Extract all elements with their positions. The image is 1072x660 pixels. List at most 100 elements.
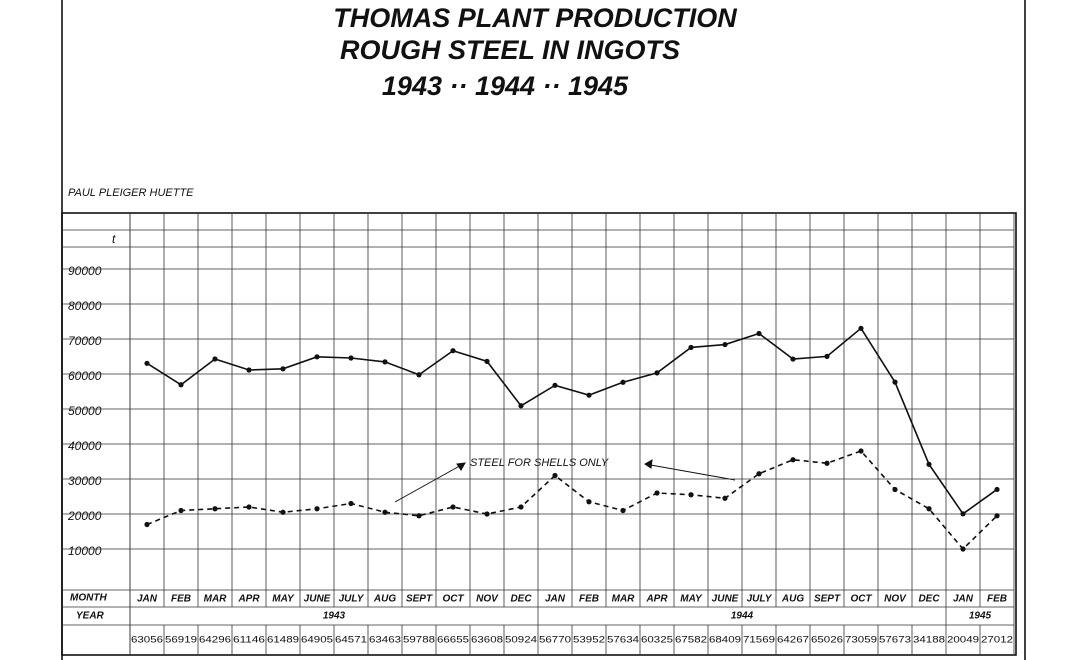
y-tick-label: 80000 <box>68 299 102 313</box>
x-tick-label: JULY <box>339 594 365 605</box>
y-tick-label: 20000 <box>67 509 102 523</box>
value-label: 65026 <box>811 634 843 644</box>
y-tick-label: 90000 <box>68 264 102 278</box>
value-label: 71569 <box>743 634 775 644</box>
point <box>348 500 354 507</box>
value-label: 50924 <box>505 634 537 644</box>
point <box>450 504 456 510</box>
x-tick-label: SEPT <box>814 594 841 605</box>
point <box>892 379 898 385</box>
y-tick-label: 10000 <box>68 544 102 558</box>
chart-title: THOMAS PLANT PRODUCTION <box>333 3 737 33</box>
point <box>178 507 184 514</box>
x-tick-label: MAR <box>204 594 228 605</box>
x-tick-label: NOV <box>884 594 907 605</box>
point <box>212 356 218 362</box>
point <box>484 511 490 517</box>
point <box>416 513 422 519</box>
x-tick-label: APR <box>645 594 668 605</box>
value-label: 64296 <box>199 634 231 644</box>
x-tick-label: JUNE <box>712 594 739 605</box>
point <box>824 460 830 466</box>
annotation: STEEL FOR SHELLS ONLY <box>470 457 609 469</box>
point <box>382 509 388 515</box>
y-tick-label: 40000 <box>68 439 102 453</box>
point <box>994 486 1000 493</box>
x-tick-label: NOV <box>476 594 499 605</box>
point <box>382 359 388 365</box>
point <box>314 354 320 360</box>
point <box>892 486 898 493</box>
x-tick-label: AUG <box>781 594 804 605</box>
value-label: 56919 <box>165 634 197 644</box>
point <box>960 511 966 517</box>
x-tick-label: JAN <box>137 594 158 605</box>
point <box>416 372 422 378</box>
x-tick-label: JULY <box>747 594 773 605</box>
x-tick-label: MAY <box>680 594 703 605</box>
plot-frame <box>61 212 1017 656</box>
x-tick-label: FEB <box>171 594 191 605</box>
point <box>280 509 286 515</box>
value-label: 61489 <box>267 634 299 644</box>
year-label: 1944 <box>731 611 754 622</box>
annotation-arrows <box>394 459 736 503</box>
point <box>790 356 796 362</box>
value-label: 61146 <box>233 634 265 644</box>
value-label: 67582 <box>675 634 707 644</box>
value-label: 57634 <box>607 634 639 644</box>
point <box>280 366 286 372</box>
point <box>756 471 762 477</box>
chart-title: 1943 ·· 1944 ·· 1945 <box>382 71 629 101</box>
value-label: 34188 <box>913 634 945 644</box>
y-tick-label: 50000 <box>68 404 102 418</box>
point <box>620 379 626 385</box>
point <box>518 403 524 409</box>
point <box>926 461 932 467</box>
point <box>348 355 354 361</box>
value-label: 64267 <box>777 634 809 644</box>
x-tick-label: FEB <box>987 594 1007 605</box>
point <box>688 492 694 498</box>
point <box>178 382 184 388</box>
x-tick-label: MAY <box>272 594 295 605</box>
point <box>552 382 558 388</box>
point <box>926 506 932 512</box>
value-label: 59788 <box>403 634 435 644</box>
value-label: 20049 <box>947 634 979 644</box>
point <box>654 490 660 496</box>
point <box>552 472 558 479</box>
value-label: 64905 <box>301 634 333 644</box>
point <box>824 353 830 360</box>
point <box>144 360 150 366</box>
series-line <box>146 327 998 515</box>
point <box>518 504 524 510</box>
point <box>756 330 762 337</box>
value-label: 53952 <box>573 634 605 644</box>
value-label: 63463 <box>369 634 401 644</box>
point <box>620 507 626 514</box>
point <box>994 513 1000 519</box>
chart-title: ROUGH STEEL IN INGOTS <box>340 35 680 65</box>
point <box>246 367 252 373</box>
point <box>858 448 864 454</box>
x-tick-label: DEC <box>918 594 940 605</box>
point <box>246 504 252 510</box>
value-label: 60325 <box>641 634 673 644</box>
year-label: 1945 <box>969 611 992 622</box>
point <box>586 499 592 505</box>
row-label: MONTH <box>70 593 107 604</box>
series-line <box>146 450 998 551</box>
x-tick-label: FEB <box>579 594 599 605</box>
y-unit: t <box>112 232 116 246</box>
point <box>722 341 728 348</box>
x-tick-label: AUG <box>373 594 396 605</box>
x-tick-label: JUNE <box>304 594 331 605</box>
y-tick-label: 60000 <box>68 369 102 383</box>
point <box>654 370 660 376</box>
x-tick-label: JAN <box>545 594 566 605</box>
point <box>314 506 320 512</box>
point <box>790 457 796 463</box>
y-tick-label: 30000 <box>68 474 102 488</box>
